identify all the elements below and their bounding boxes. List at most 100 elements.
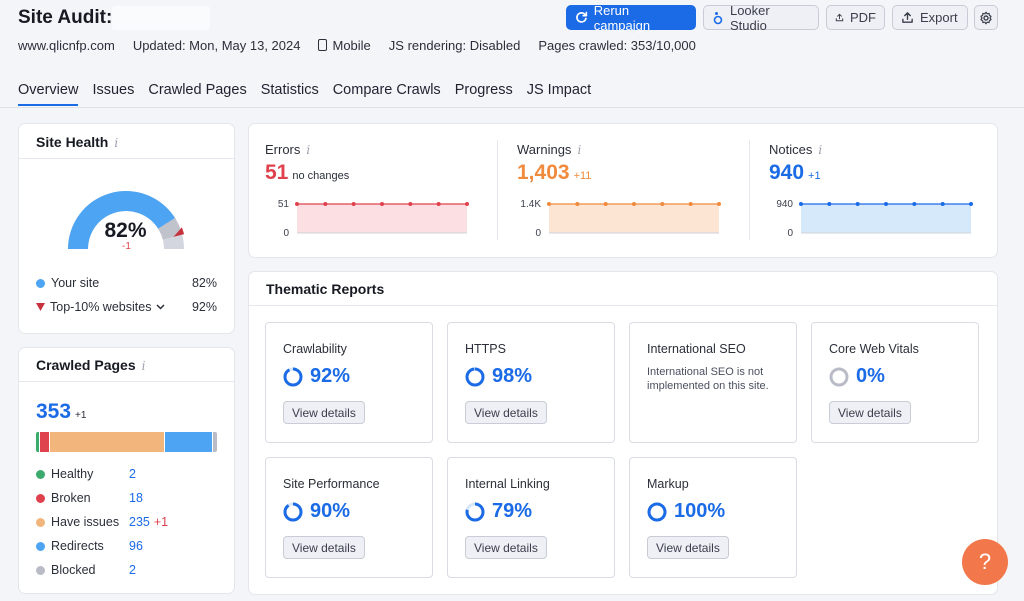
sparkline-point[interactable] [717, 202, 721, 206]
sparkline-point[interactable] [547, 202, 551, 206]
pdf-button[interactable]: PDF [826, 5, 885, 30]
thematic-report-card[interactable]: International SEO International SEO is no… [629, 322, 797, 443]
report-score[interactable]: 98% [465, 365, 532, 388]
export-button[interactable]: Export [892, 5, 968, 30]
sparkline-point[interactable] [465, 202, 469, 206]
export-label: Export [920, 10, 958, 25]
legend-value[interactable]: 96 [129, 539, 143, 553]
legend-value[interactable]: 235 [129, 515, 150, 529]
report-score-value: 90% [310, 500, 351, 522]
crawled-legend-row[interactable]: Redirects 96 [36, 539, 176, 553]
legend-value[interactable]: 2 [129, 467, 136, 481]
sparkline-point[interactable] [940, 202, 945, 206]
sparkline-point[interactable] [632, 202, 636, 206]
thematic-report-card[interactable]: HTTPS 98% View details [447, 322, 615, 443]
gauge-fill [68, 191, 176, 249]
metric-divider [497, 140, 498, 240]
crawl-bar-segment[interactable] [213, 432, 217, 452]
thematic-report-card[interactable]: Markup 100% View details [629, 457, 797, 578]
sparkline-point[interactable] [323, 202, 328, 206]
sparkline-point[interactable] [436, 202, 441, 206]
crawled-total-value: 353 [36, 400, 72, 423]
sparkline-point[interactable] [884, 202, 888, 206]
metric-delta: +1 [808, 170, 821, 182]
report-score[interactable]: 0% [829, 365, 885, 388]
legend-value[interactable]: 2 [129, 563, 136, 577]
legend-delta: +1 [153, 515, 169, 529]
tab-js-impact[interactable]: JS Impact [526, 82, 592, 98]
tab-overview[interactable]: Overview [18, 82, 79, 106]
report-score[interactable]: 79% [465, 500, 532, 523]
site-health-title: Site Health i [36, 134, 118, 150]
thematic-report-card[interactable]: Core Web Vitals 0% View details [811, 322, 979, 443]
info-icon[interactable]: i [818, 143, 823, 157]
metric-value[interactable]: 51 no changes [265, 161, 349, 185]
tab-issues[interactable]: Issues [92, 82, 135, 98]
thematic-report-card[interactable]: Site Performance 90% View details [265, 457, 433, 578]
sparkline-point[interactable] [351, 202, 356, 206]
legend-label: Blocked [51, 563, 96, 577]
sparkline-point[interactable] [912, 202, 917, 206]
audit-meta: www.qlicnfp.com Updated: Mon, May 13, 20… [18, 38, 696, 53]
progress-ring-icon [465, 367, 485, 386]
view-details-button[interactable]: View details [283, 536, 365, 559]
sparkline-point[interactable] [799, 202, 803, 206]
sparkline-point[interactable] [603, 202, 608, 206]
sparkline-point[interactable] [855, 202, 860, 206]
crawl-bar-segment[interactable] [36, 432, 40, 452]
tab-statistics[interactable]: Statistics [260, 82, 319, 98]
crawled-legend-row[interactable]: Blocked 2 [36, 563, 176, 577]
tab-crawled-pages[interactable]: Crawled Pages [148, 82, 247, 98]
report-note: International SEO is not implemented on … [647, 366, 769, 393]
sparkline-point[interactable] [380, 202, 384, 206]
crawled-legend-row[interactable]: Broken 18 [36, 491, 176, 505]
report-score[interactable]: 90% [283, 500, 350, 523]
crawl-bar-segment[interactable] [40, 432, 50, 452]
crawl-bar-segment[interactable] [165, 432, 213, 452]
sparkline-point[interactable] [408, 202, 413, 206]
sparkline-point[interactable] [827, 202, 832, 206]
tab-compare-crawls[interactable]: Compare Crawls [332, 82, 441, 98]
report-name: Site Performance [283, 477, 380, 491]
info-icon[interactable]: i [141, 359, 146, 373]
view-details-button[interactable]: View details [465, 401, 547, 424]
sparkline-point[interactable] [660, 202, 665, 206]
report-score[interactable]: 92% [283, 365, 350, 388]
crawl-bar-segment[interactable] [49, 432, 166, 452]
sparkline-point[interactable] [688, 202, 693, 206]
report-score-value: 100% [674, 500, 726, 522]
metric-value[interactable]: 940 +1 [769, 161, 821, 185]
info-icon[interactable]: i [577, 143, 582, 157]
crawled-pages-total[interactable]: 353 +1 [36, 400, 86, 424]
looker-studio-button[interactable]: Looker Studio [703, 3, 819, 33]
settings-button[interactable] [974, 5, 998, 30]
sparkline-point[interactable] [575, 202, 580, 206]
metric-divider [749, 140, 750, 240]
thematic-report-card[interactable]: Internal Linking 79% View details [447, 457, 615, 578]
info-icon[interactable]: i [306, 143, 311, 157]
top-10-dropdown[interactable]: Top-10% websites [50, 300, 152, 314]
tab-progress[interactable]: Progress [454, 82, 513, 98]
top-10-marker-icon [173, 227, 185, 237]
rerun-label: Rerun campaign [593, 2, 651, 33]
domain-link[interactable]: www.qlicnfp.com [18, 38, 115, 53]
view-details-button[interactable]: View details [283, 401, 365, 424]
report-score[interactable]: 100% [647, 500, 725, 523]
help-button[interactable]: ? [962, 539, 1008, 585]
report-score-value: 79% [492, 500, 533, 522]
crawled-legend-row[interactable]: Healthy 2 [36, 467, 176, 481]
sparkline-point[interactable] [969, 202, 973, 206]
view-details-button[interactable]: View details [465, 536, 547, 559]
sparkline-point[interactable] [295, 202, 299, 206]
chevron-down-icon[interactable] [156, 304, 165, 310]
view-details-button[interactable]: View details [647, 536, 729, 559]
legend-value[interactable]: 18 [129, 491, 143, 505]
crawled-legend-row[interactable]: Have issues 235 +1 [36, 515, 176, 529]
thematic-report-card[interactable]: Crawlability 92% View details [265, 322, 433, 443]
rerun-campaign-button[interactable]: Rerun campaign [566, 2, 696, 33]
view-details-button[interactable]: View details [829, 401, 911, 424]
metric-sparkline: 940 0 [776, 199, 973, 239]
red-triangle-icon [36, 303, 45, 311]
info-icon[interactable]: i [114, 136, 119, 150]
metric-value[interactable]: 1,403 +11 [517, 161, 591, 185]
